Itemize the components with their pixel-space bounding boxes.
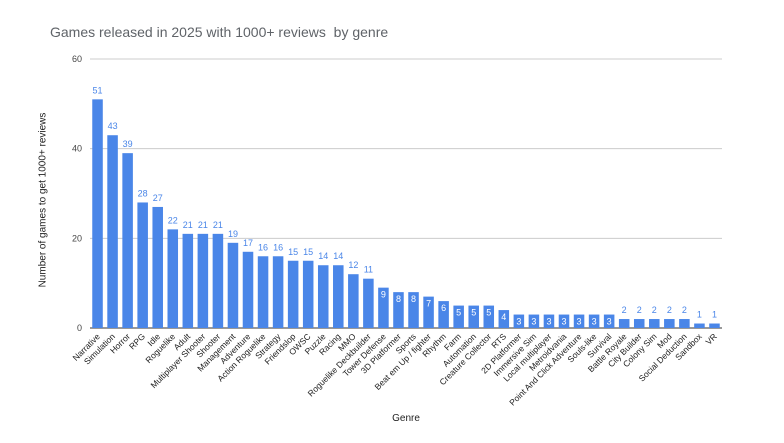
y-tick-label: 0 [77, 323, 82, 333]
data-label: 8 [396, 294, 401, 304]
data-label: 2 [637, 305, 642, 315]
bar [107, 135, 118, 328]
bar [287, 260, 299, 328]
data-label: 3 [531, 317, 536, 327]
data-label: 39 [123, 139, 133, 149]
data-label: 28 [138, 188, 148, 198]
bar [182, 233, 194, 328]
data-label: 3 [592, 317, 597, 327]
data-label: 2 [652, 305, 657, 315]
data-label: 6 [441, 303, 446, 313]
data-label: 8 [411, 294, 416, 304]
data-label: 2 [682, 305, 687, 315]
bar [92, 99, 103, 328]
data-label: 3 [561, 317, 566, 327]
bar [573, 314, 585, 328]
data-label: 3 [577, 317, 582, 327]
data-label: 16 [273, 242, 283, 252]
data-label: 9 [381, 290, 386, 300]
data-label: 43 [108, 121, 118, 131]
bar [543, 314, 555, 328]
bar [302, 260, 314, 328]
bar [558, 314, 570, 328]
data-label: 22 [168, 215, 178, 225]
data-label: 12 [348, 260, 358, 270]
data-label: 17 [243, 238, 253, 248]
data-label: 21 [198, 220, 208, 230]
bar [664, 319, 675, 328]
bar [694, 323, 705, 328]
bar [618, 319, 630, 328]
data-label: 51 [93, 85, 103, 95]
bar [498, 310, 510, 328]
bar [227, 242, 239, 328]
bar [633, 319, 645, 328]
bar [378, 287, 389, 328]
bar [453, 305, 464, 328]
data-label: 4 [501, 312, 506, 322]
bar [408, 292, 419, 328]
bar [393, 292, 404, 328]
data-label: 2 [667, 305, 672, 315]
data-label: 15 [303, 247, 313, 257]
y-tick-label: 40 [72, 144, 82, 154]
data-label: 1 [697, 310, 702, 320]
data-label: 15 [288, 247, 298, 257]
x-axis-title: Genre [392, 413, 420, 424]
bar [167, 229, 179, 328]
bar [679, 319, 690, 328]
data-label: 16 [258, 242, 268, 252]
bar [649, 319, 660, 328]
bar [468, 305, 479, 328]
data-label: 21 [183, 220, 193, 230]
data-label: 19 [228, 229, 238, 239]
data-label: 5 [456, 308, 461, 318]
y-tick-label: 20 [72, 233, 82, 243]
bar [603, 314, 615, 328]
bar [137, 202, 148, 328]
category-label: VR [703, 331, 718, 346]
bar [272, 256, 284, 328]
data-label: 3 [607, 317, 612, 327]
bar [348, 274, 359, 328]
bar [212, 233, 224, 328]
bar [122, 153, 133, 328]
bar [423, 296, 434, 328]
bar [709, 323, 720, 328]
data-label: 27 [153, 193, 163, 203]
bar [333, 265, 344, 328]
data-label: 14 [318, 251, 328, 261]
bar [483, 305, 495, 328]
chart-title: Games released in 2025 with 1000+ review… [50, 24, 389, 40]
data-label: 1 [712, 310, 717, 320]
category-label: RPG [127, 331, 147, 351]
data-label: 3 [516, 317, 521, 327]
bar [257, 256, 269, 328]
data-label: 11 [364, 265, 373, 275]
bar [317, 265, 329, 328]
bar [152, 206, 163, 328]
data-label: 14 [333, 251, 343, 261]
bar [242, 251, 254, 328]
bar [513, 314, 525, 328]
bar [588, 314, 600, 328]
bar [197, 233, 209, 328]
data-label: 21 [213, 220, 223, 230]
data-label: 5 [486, 308, 491, 318]
bar [363, 278, 374, 328]
data-label: 5 [471, 308, 476, 318]
bar [438, 301, 449, 328]
data-label: 2 [622, 305, 627, 315]
y-tick-label: 60 [72, 54, 82, 64]
bar [528, 314, 540, 328]
data-label: 7 [426, 299, 431, 309]
data-label: 3 [546, 317, 551, 327]
